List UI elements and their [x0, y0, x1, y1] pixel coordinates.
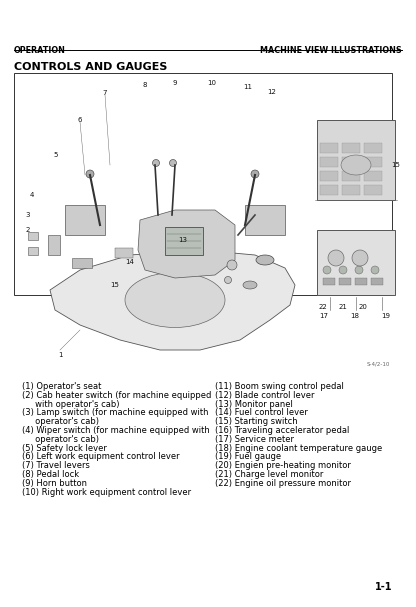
- Bar: [317, 230, 395, 295]
- Text: operator's cab): operator's cab): [22, 435, 99, 444]
- Text: 8: 8: [143, 82, 147, 88]
- Text: 1-1: 1-1: [374, 582, 392, 592]
- Bar: [320, 157, 338, 167]
- Circle shape: [86, 170, 94, 178]
- Bar: [48, 235, 60, 255]
- Text: (17) Service meter: (17) Service meter: [215, 435, 294, 444]
- Bar: [364, 185, 382, 195]
- Circle shape: [153, 160, 159, 166]
- Circle shape: [225, 277, 231, 283]
- Text: 5: 5: [54, 152, 58, 158]
- Text: 13: 13: [178, 237, 188, 243]
- Text: 15: 15: [111, 282, 119, 288]
- Text: 15: 15: [391, 162, 400, 168]
- Text: 6: 6: [78, 117, 82, 123]
- Text: (13) Monitor panel: (13) Monitor panel: [215, 399, 293, 409]
- Text: (3) Lamp switch (for machine equipped with: (3) Lamp switch (for machine equipped wi…: [22, 409, 208, 418]
- Text: 22: 22: [319, 304, 327, 310]
- Ellipse shape: [125, 273, 225, 328]
- Bar: [320, 171, 338, 181]
- Bar: [115, 248, 133, 258]
- Text: 11: 11: [243, 84, 253, 90]
- Bar: [342, 157, 360, 167]
- Circle shape: [323, 266, 331, 274]
- Text: (22) Engine oil pressure monitor: (22) Engine oil pressure monitor: [215, 479, 351, 488]
- Bar: [317, 120, 395, 200]
- Text: (6) Left work equipment control lever: (6) Left work equipment control lever: [22, 452, 180, 461]
- Text: (14) Fuel control lever: (14) Fuel control lever: [215, 409, 308, 418]
- Text: (15) Starting switch: (15) Starting switch: [215, 417, 297, 426]
- Text: OPERATION: OPERATION: [14, 46, 66, 55]
- Text: (1) Operator's seat: (1) Operator's seat: [22, 382, 102, 391]
- Polygon shape: [138, 210, 235, 278]
- Text: 9: 9: [173, 80, 177, 86]
- Text: 4: 4: [30, 192, 34, 198]
- Text: 14: 14: [126, 259, 134, 265]
- Text: 18: 18: [351, 313, 359, 319]
- Text: (5) Safety lock lever: (5) Safety lock lever: [22, 444, 107, 453]
- Text: 3: 3: [26, 212, 30, 218]
- Text: MACHINE VIEW ILLUSTRATIONS: MACHINE VIEW ILLUSTRATIONS: [260, 46, 402, 55]
- Text: (18) Engine coolant temperature gauge: (18) Engine coolant temperature gauge: [215, 444, 382, 453]
- Circle shape: [371, 266, 379, 274]
- Bar: [320, 185, 338, 195]
- Text: 19: 19: [381, 313, 391, 319]
- Bar: [28, 247, 38, 255]
- Text: (21) Charge level monitor: (21) Charge level monitor: [215, 470, 323, 479]
- Text: 12: 12: [267, 89, 277, 95]
- Text: (4) Wiper switch (for machine equipped with: (4) Wiper switch (for machine equipped w…: [22, 426, 210, 435]
- Bar: [355, 278, 367, 285]
- Text: CONTROLS AND GAUGES: CONTROLS AND GAUGES: [14, 62, 167, 72]
- Circle shape: [339, 266, 347, 274]
- Text: (12) Blade control lever: (12) Blade control lever: [215, 391, 314, 400]
- Text: (8) Pedal lock: (8) Pedal lock: [22, 470, 79, 479]
- Circle shape: [355, 266, 363, 274]
- Polygon shape: [50, 250, 295, 350]
- Circle shape: [328, 250, 344, 266]
- Text: 21: 21: [339, 304, 347, 310]
- Circle shape: [227, 260, 237, 270]
- Text: (2) Cab heater switch (for machine equipped: (2) Cab heater switch (for machine equip…: [22, 391, 211, 400]
- Circle shape: [251, 170, 259, 178]
- Bar: [342, 185, 360, 195]
- Text: 20: 20: [359, 304, 367, 310]
- Bar: [339, 278, 351, 285]
- Text: S-4/2-10: S-4/2-10: [366, 362, 390, 367]
- Bar: [342, 143, 360, 153]
- Text: (7) Travel levers: (7) Travel levers: [22, 461, 90, 470]
- Bar: [342, 171, 360, 181]
- Ellipse shape: [243, 281, 257, 289]
- Text: 10: 10: [208, 80, 216, 86]
- Text: (9) Horn button: (9) Horn button: [22, 479, 87, 488]
- Bar: [65, 205, 105, 235]
- Bar: [165, 227, 203, 255]
- Bar: [364, 171, 382, 181]
- Text: (10) Right work equipment control lever: (10) Right work equipment control lever: [22, 487, 191, 497]
- Bar: [72, 258, 92, 268]
- Bar: [364, 143, 382, 153]
- Bar: [364, 157, 382, 167]
- Text: operator's cab): operator's cab): [22, 417, 99, 426]
- Text: (16) Traveling accelerator pedal: (16) Traveling accelerator pedal: [215, 426, 349, 435]
- Text: with operator's cab): with operator's cab): [22, 399, 119, 409]
- Text: 1: 1: [58, 352, 62, 358]
- Bar: [14, 73, 392, 295]
- Bar: [371, 278, 383, 285]
- Text: (11) Boom swing control pedal: (11) Boom swing control pedal: [215, 382, 344, 391]
- Circle shape: [169, 160, 176, 166]
- Bar: [245, 205, 285, 235]
- Bar: [323, 278, 335, 285]
- Text: (19) Fuel gauge: (19) Fuel gauge: [215, 452, 281, 461]
- Bar: [320, 143, 338, 153]
- Bar: [28, 232, 38, 240]
- Circle shape: [352, 250, 368, 266]
- Text: (20) Engien pre-heating monitor: (20) Engien pre-heating monitor: [215, 461, 351, 470]
- Ellipse shape: [341, 155, 371, 175]
- Ellipse shape: [256, 255, 274, 265]
- Text: 2: 2: [26, 227, 30, 233]
- Text: 17: 17: [319, 313, 329, 319]
- Text: 7: 7: [103, 90, 107, 96]
